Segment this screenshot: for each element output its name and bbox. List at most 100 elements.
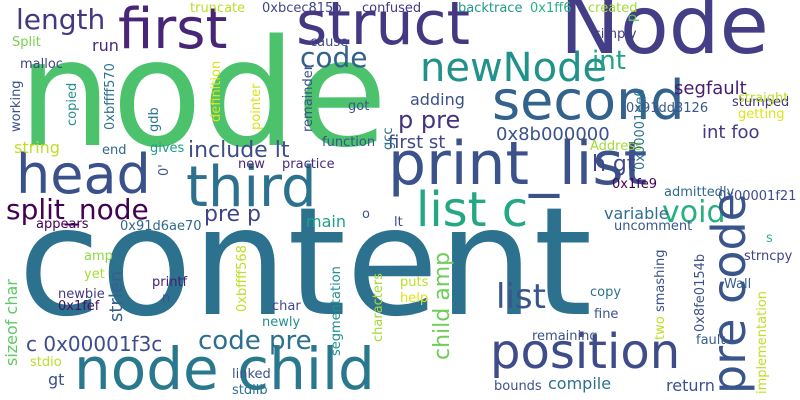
word-simply: simply [594,27,637,42]
word-amp: amp [84,249,113,264]
word-segmentation: segmentation [329,266,344,356]
word-first: first [118,0,228,62]
word-strncpy: strncpy [744,249,793,264]
word-string: string [14,138,60,157]
word-0xbcec815b: 0xbcec815b [262,1,342,16]
word-variable: variable [604,204,669,223]
word-int-foo: int foo [702,122,760,143]
word-p-pre: p pre [398,106,461,134]
word-created: created [588,1,638,16]
word-0xbffff568: 0xbffff568 [235,245,250,312]
word-Split: Split [12,35,41,50]
word-list: list [496,277,546,317]
word-main: main [306,212,346,231]
word-fine: fine [594,307,619,322]
word-sizeof-char: sizeof char [2,279,21,366]
word-yet: yet [84,267,105,282]
word-linked: linked [232,367,271,382]
word-list-c: list c [416,182,529,238]
word-implementation: implementation [755,290,770,394]
word-split-node: split_node [6,193,149,226]
word-pre-p: pre p [204,202,262,227]
word-third: third [186,155,317,220]
word-code-pre: code pre [198,326,312,356]
word-newbie: newbie [58,287,105,302]
word-stdlib: stdlib [232,383,268,398]
word-end: end [102,143,127,158]
word-stumped: stumped [732,95,790,110]
word-got: got [348,99,370,114]
word-n: n [162,291,171,306]
word-getting: getting [738,107,785,122]
word-cause: cause [310,35,349,50]
word-second: second [492,69,685,132]
word-remainder: remainder [301,64,316,132]
word-segfault: segfault [674,78,747,99]
word-0x1fe9: 0x1fe9 [612,177,658,192]
word-bounds: bounds [494,379,542,394]
word-child-amp: child amp [430,251,455,360]
word-0x91dd3126: 0x91dd3126 [626,101,709,116]
word-gives: gives [150,141,185,156]
word-gdb: gdb [147,107,162,132]
word-admittedly: admittedly [664,185,735,200]
word-struct: struct [296,0,470,59]
word-s: s [766,231,773,246]
word-void: void [662,195,726,230]
word-definition: definition [209,60,224,122]
word-function: function [322,135,376,150]
word-pointer: pointer [249,83,264,131]
word-length: length [16,3,106,36]
word-first-st: first st [388,132,446,153]
word-Address: Address [590,139,642,154]
word-strlen: strlen [106,270,127,322]
word-node: node [18,8,388,180]
word-Node: Node [560,0,769,72]
word-fault: fault [696,333,726,348]
word-truncate: truncate [190,1,246,16]
word-head: head [16,143,151,206]
word-remaining: remaining [532,329,598,344]
word-backtrace: backtrace [458,1,523,16]
word-0x00001ee0: 0x00001ee0 [633,88,648,170]
word-0x00001f21: 0x00001f21 [718,189,797,204]
word-run: run [92,36,119,55]
word-Wall: Wall [724,277,752,292]
word-printf: printf [152,275,188,290]
word-new: new [238,157,265,172]
word-0xbffff570: 0xbffff570 [103,63,118,130]
word-copy: copy [590,285,622,300]
word-0x91d6ae70: 0x91d6ae70 [120,219,202,234]
word-working: working [9,80,24,132]
word-practice: practice [282,157,335,172]
word-print-list: print_list [388,129,648,199]
word-content: content [18,176,593,350]
word-0-quote: 0' [157,164,172,176]
word-newNode: newNode [420,45,608,91]
word-0x8fe0154b: 0x8fe0154b [693,253,708,332]
word-return: return [666,376,715,395]
word-gcc: gcc [381,127,396,150]
word-copied: copied [65,82,80,126]
word-characters: characters [371,272,386,342]
word-gt: gt [48,370,65,389]
word-pre-code: pre code [702,193,756,394]
word-smashing: smashing [653,249,668,312]
word-appears: appears [36,217,89,232]
word-adding: adding [410,90,465,109]
word-int: int [592,46,626,76]
word-code: code [300,41,368,74]
word-node-child: node child [74,335,375,400]
word-malloc: malloc [20,57,63,72]
word-stdio: stdio [30,355,62,370]
word-confused: confused [362,1,422,16]
word-char: char [272,299,301,314]
word-position: position [490,324,681,380]
word-puts: puts [400,275,429,290]
word-p: p [625,13,640,22]
word-lt: lt [394,215,403,230]
word-0x8b000000: 0x8b000000 [496,124,610,145]
word-uncomment: uncomment [614,219,693,234]
word-0x1ff6: 0x1ff6 [530,1,572,16]
word-help: help [400,291,429,306]
